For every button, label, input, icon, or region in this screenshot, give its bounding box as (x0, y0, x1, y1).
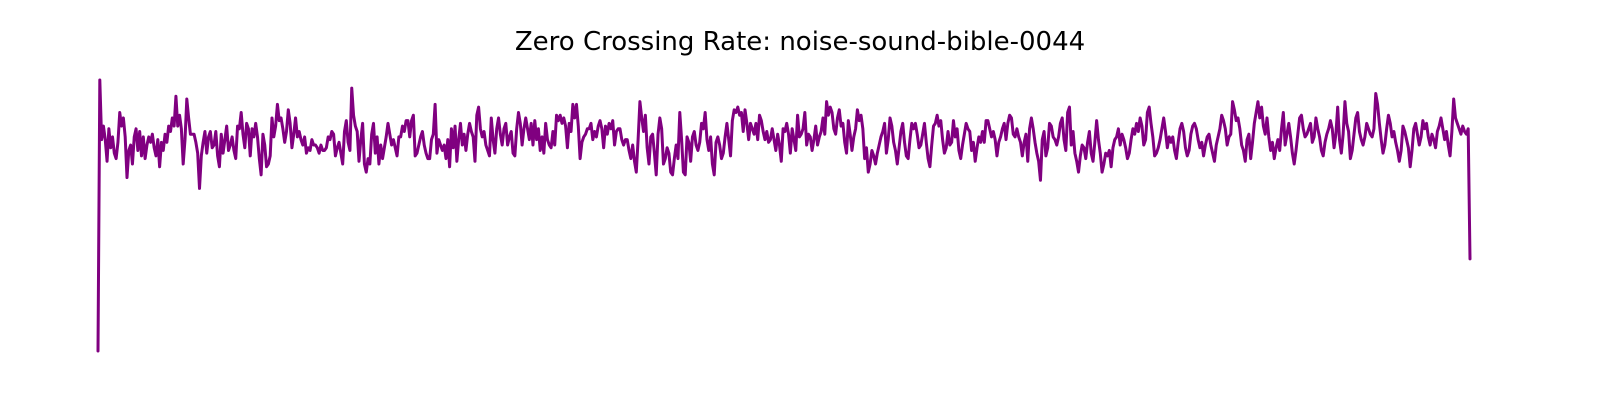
series-line-0 (96, 78, 1472, 353)
series-layer (96, 78, 1472, 353)
chart-title: Zero Crossing Rate: noise-sound-bible-00… (514, 27, 1086, 57)
